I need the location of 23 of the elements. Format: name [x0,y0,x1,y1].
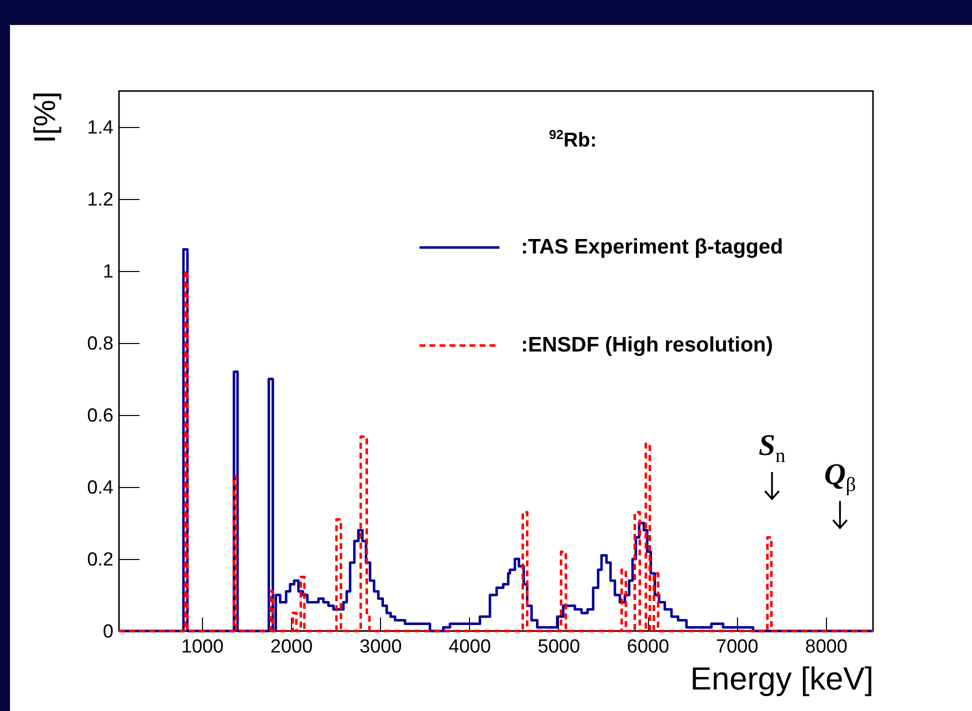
y-tick-label: 1.2 [87,190,114,210]
y-tick-label: 0.4 [87,478,114,498]
x-tick-label: 7000 [716,636,758,658]
y-tick-label: 0.8 [87,334,114,354]
x-tick-label: 5000 [538,636,580,658]
y-tick-label: 0.2 [87,550,114,570]
x-axis-title: Energy [keV] [690,660,874,696]
annotation: S$_{n}$ [758,429,786,468]
x-tick-label: 8000 [805,636,848,658]
x-tick-label: 1000 [181,636,224,658]
y-tick-label: 0 [102,622,114,642]
legend-label: :TAS Experiment β-tagged [521,236,784,258]
y-tick-label: 1 [102,262,114,282]
x-tick-label: 2000 [270,636,313,658]
legend-label: :ENSDF (High resolution) [521,334,773,356]
x-tick-label: 4000 [448,636,491,658]
x-tick-label: 3000 [359,636,402,658]
y-tick-label: 0.6 [87,406,114,426]
annotation: Q$_{β}$ [824,458,856,497]
x-tick-label: 6000 [626,636,670,658]
y-tick-label: 1.4 [87,118,114,138]
y-axis-title: I[%] [29,92,62,144]
text: $^{92}$Rb: [549,127,597,153]
